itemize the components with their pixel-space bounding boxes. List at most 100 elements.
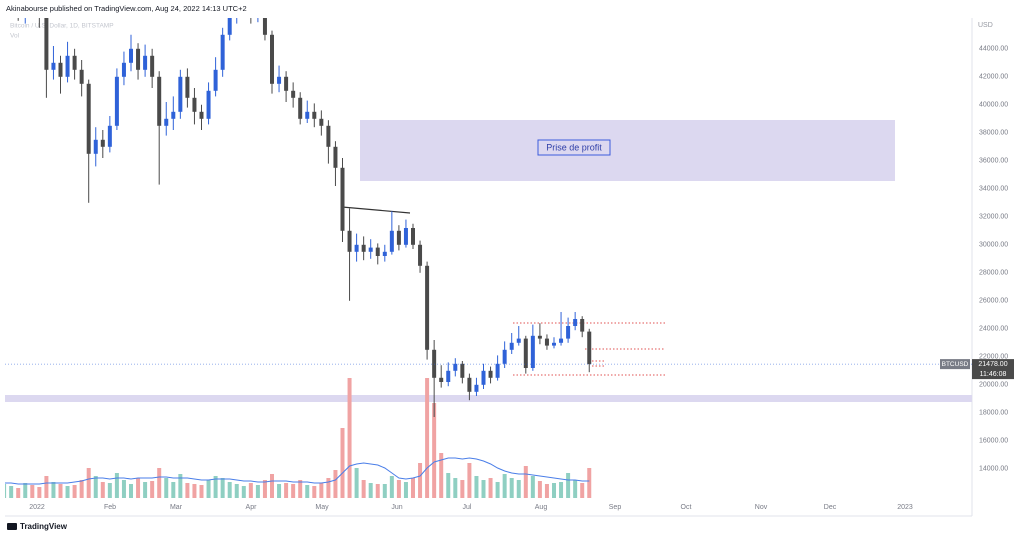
logo-mark — [7, 523, 17, 530]
candle-body — [368, 247, 373, 252]
last-price-label: 21478.00 — [978, 361, 1007, 368]
candle-body — [418, 244, 423, 266]
candle-body — [361, 244, 366, 252]
volume-bar — [319, 483, 324, 498]
candle-body — [340, 167, 345, 231]
candle-body — [389, 230, 394, 252]
volume-bar — [255, 485, 260, 498]
volume-bar — [284, 483, 289, 498]
candle-body — [270, 34, 274, 84]
candle-body — [298, 97, 303, 119]
x-tick-label: May — [315, 504, 329, 511]
volume-bar — [389, 476, 394, 498]
y-tick-label: 32000.00 — [979, 214, 1008, 221]
x-tick-label: Sep — [609, 504, 622, 511]
candle-body — [375, 247, 380, 256]
volume-bar — [23, 483, 28, 498]
volume-bar — [291, 484, 296, 498]
volume-bar — [488, 478, 493, 498]
volume-bar — [446, 473, 451, 498]
trend-line — [341, 206, 411, 214]
volume-bar — [361, 480, 366, 498]
x-tick-label: Aug — [535, 504, 548, 511]
candle-body — [114, 76, 119, 126]
volume-bar — [16, 488, 21, 498]
candle-body — [171, 111, 176, 119]
candle-body — [566, 326, 571, 339]
annotation-box — [537, 139, 611, 156]
candle-body — [326, 125, 331, 147]
candle-body — [439, 377, 444, 382]
volume-bar — [432, 403, 437, 498]
volume-bar — [192, 484, 197, 498]
candle-body — [58, 62, 63, 77]
volume-bar — [37, 487, 42, 498]
volume-bar — [305, 485, 310, 498]
volume-bar — [552, 483, 556, 498]
volume-bar — [65, 486, 70, 498]
candle-body — [284, 76, 289, 91]
volume-bar — [143, 482, 148, 498]
y-tick-label: 30000.00 — [979, 242, 1008, 249]
volume-bar — [178, 474, 183, 498]
candle-body — [382, 251, 387, 256]
candle-body — [157, 76, 162, 126]
volume-bar — [150, 481, 155, 498]
level-lines — [513, 322, 665, 376]
candle-body — [107, 125, 112, 147]
legend-title: Bitcoin / U.S. Dollar, 1D, BITSTAMP — [10, 23, 114, 30]
volume-bar — [157, 468, 162, 498]
candle-body — [411, 228, 415, 245]
candle-body — [86, 83, 91, 154]
candle-body — [516, 338, 521, 343]
candle-body — [150, 55, 155, 77]
target-zone — [360, 120, 895, 181]
volume-bar — [220, 478, 225, 498]
volume-bar — [573, 480, 578, 498]
y-tick-label: 36000.00 — [979, 158, 1008, 165]
volume-bar — [79, 480, 84, 498]
x-tick-label: 2022 — [29, 504, 45, 511]
volume-bar — [411, 478, 415, 498]
x-tick-label: Jul — [463, 504, 472, 511]
candle-body — [530, 335, 535, 368]
last-price-tag — [972, 359, 1014, 380]
candle-body — [192, 97, 197, 112]
candle-body — [51, 62, 56, 70]
volume-bar — [559, 482, 564, 498]
candle-body — [544, 338, 549, 346]
volume-bar — [114, 473, 119, 498]
volume-bar — [86, 468, 91, 498]
candle-body — [432, 349, 437, 378]
volume-bar — [382, 484, 387, 498]
candle-body — [136, 48, 141, 70]
candle-body — [446, 370, 451, 382]
volume-bar — [340, 428, 345, 498]
y-tick-label: 18000.00 — [979, 410, 1008, 417]
x-tick-label: Feb — [104, 504, 116, 511]
candle-body — [552, 342, 556, 346]
y-tick-label: 20000.00 — [979, 382, 1008, 389]
x-tick-label: Dec — [824, 504, 837, 511]
volume-bar — [544, 484, 549, 498]
y-tick-label: 34000.00 — [979, 186, 1008, 193]
legend-volume: Vol — [10, 33, 20, 40]
volume-bar — [241, 486, 246, 498]
x-tick-label: Apr — [246, 504, 258, 511]
volume-bar — [467, 463, 472, 498]
candle-body — [227, 18, 232, 35]
candle-body — [93, 139, 98, 154]
volume-bar — [502, 474, 507, 498]
y-tick-label: 44000.00 — [979, 46, 1008, 53]
symbol-tag — [940, 359, 970, 370]
volume-bar — [354, 468, 359, 498]
candle-body — [65, 55, 70, 77]
volume-bar — [93, 476, 98, 498]
x-tick-label: Mar — [170, 504, 183, 511]
volume-bar — [375, 484, 380, 498]
candle-body — [396, 230, 401, 245]
footer-logo: TradingView — [7, 522, 68, 531]
volume-bar — [425, 378, 430, 498]
